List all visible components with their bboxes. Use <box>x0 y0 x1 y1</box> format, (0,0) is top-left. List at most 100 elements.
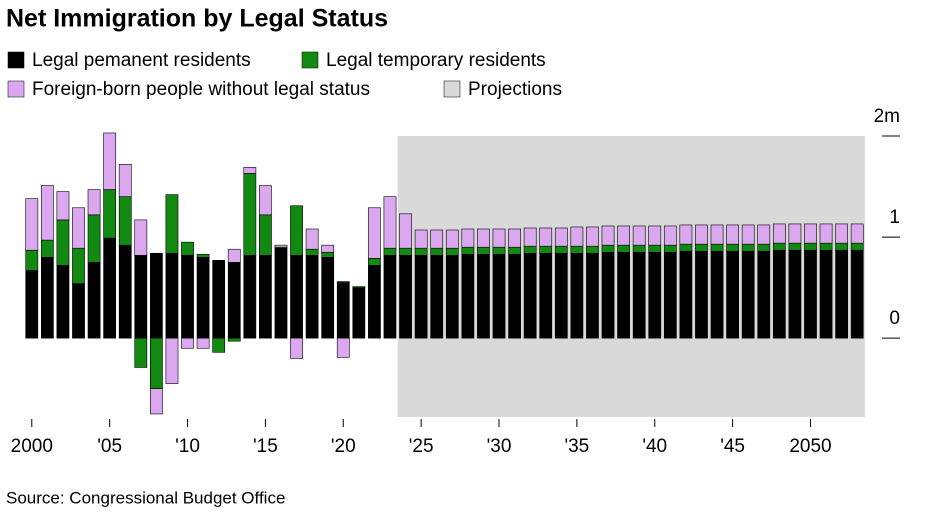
bar-segment <box>150 388 163 415</box>
x-tick-label: '15 <box>253 436 278 457</box>
x-tick-label: '20 <box>331 436 356 457</box>
bar-segment <box>118 244 132 339</box>
bar-segment <box>227 262 241 339</box>
legend-swatch <box>7 51 25 69</box>
chart-title: Net Immigration by Legal Status <box>6 5 388 33</box>
bar-segment <box>150 252 163 339</box>
bar-segment <box>56 191 70 221</box>
bar-segment <box>461 246 475 255</box>
bar-segment <box>290 205 303 256</box>
bar-segment <box>25 270 39 339</box>
bar-segment <box>663 251 677 339</box>
legend-label: Legal temporary residents <box>326 50 546 71</box>
bar-segment <box>165 194 179 254</box>
bar-segment <box>305 228 319 250</box>
bar-segment <box>710 243 724 252</box>
bar-segment <box>134 254 148 339</box>
bar-segment <box>726 224 739 245</box>
legend-swatch <box>443 80 461 98</box>
bar-segment <box>368 258 381 266</box>
bar-segment <box>290 337 303 359</box>
bar-segment <box>632 244 646 253</box>
legend-swatch <box>301 51 319 69</box>
bar-segment <box>477 246 490 255</box>
x-tick-label: 2050 <box>789 436 831 457</box>
bar-segment <box>118 164 132 197</box>
bar-segment <box>819 249 833 339</box>
bar-segment <box>103 237 117 339</box>
bar-segment <box>586 245 599 254</box>
bar-segment <box>772 223 786 244</box>
bar-segment <box>368 265 381 339</box>
bar-segment <box>383 254 397 339</box>
bar-segment <box>414 247 428 256</box>
bar-segment <box>850 223 864 244</box>
bar-segment <box>227 248 241 263</box>
bar-segment <box>212 337 226 353</box>
bar-segment <box>40 185 54 241</box>
bar-segment <box>741 224 755 245</box>
bar-segment <box>539 245 553 254</box>
bar-segment <box>445 229 459 249</box>
bar-segment <box>227 337 241 342</box>
bar-segment <box>383 247 397 256</box>
bar-segment <box>181 241 194 256</box>
bar-segment <box>290 254 303 339</box>
y-tick-label: 0 <box>889 308 900 329</box>
bar-segment <box>243 173 257 256</box>
bar-segment <box>165 252 179 339</box>
projection-region <box>397 136 865 417</box>
bar-segment <box>196 337 210 349</box>
y-tick-label: 1 <box>889 207 900 228</box>
bar-segment <box>648 244 662 253</box>
bar-segment <box>539 227 553 247</box>
bar-segment <box>804 242 817 251</box>
bar-segment <box>726 250 739 339</box>
bar-segment <box>72 283 85 339</box>
bar-segment <box>134 219 148 256</box>
legend-label: Legal pemanent residents <box>32 50 251 71</box>
bar-segment <box>25 198 39 251</box>
bar-segment <box>399 254 412 339</box>
bar-segment <box>196 253 210 258</box>
bar-segment <box>570 226 584 247</box>
bar-segment <box>835 249 849 339</box>
bar-segment <box>40 256 54 339</box>
bar-segment <box>632 225 646 246</box>
bar-segment <box>461 228 475 248</box>
bar-segment <box>804 223 817 244</box>
bar-segment <box>648 251 662 339</box>
bar-segment <box>788 242 802 251</box>
x-tick-label: '30 <box>487 436 512 457</box>
bar-segment <box>695 250 708 339</box>
bar-segment <box>87 189 101 216</box>
bar-segment <box>523 245 537 254</box>
bar-segment <box>259 214 272 256</box>
bar-segment <box>103 189 117 239</box>
legend-label: Projections <box>468 79 562 100</box>
bar-segment <box>772 242 786 251</box>
bar-segment <box>40 239 54 258</box>
bar-segment <box>399 247 412 256</box>
bar-segment <box>259 185 272 216</box>
bar-segment <box>617 225 630 246</box>
bar-segment <box>336 281 350 283</box>
bar-segment <box>632 251 646 339</box>
bar-segment <box>617 244 630 253</box>
bar-segment <box>274 247 288 339</box>
bar-segment <box>477 228 490 248</box>
bar-segment <box>56 219 70 266</box>
bar-segment <box>243 254 257 339</box>
bar-segment <box>508 228 521 248</box>
bar-segment <box>663 225 677 246</box>
legend-label: Foreign-born people without legal status <box>32 79 370 100</box>
bar-segment <box>710 224 724 245</box>
bar-segment <box>850 249 864 339</box>
x-tick-label: '40 <box>642 436 667 457</box>
bar-segment <box>181 337 194 349</box>
x-tick-label: 2000 <box>11 436 53 457</box>
bar-segment <box>601 225 615 246</box>
bar-segment <box>430 254 444 339</box>
bar-segment <box>663 244 677 253</box>
